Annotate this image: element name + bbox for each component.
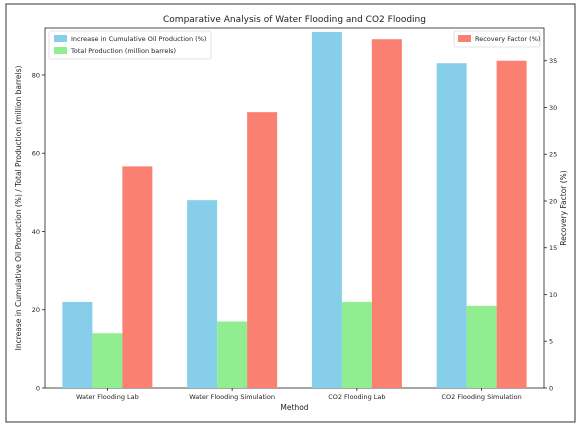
right-tick-label: 0: [549, 384, 553, 392]
right-tick-label: 25: [549, 151, 557, 159]
left-tick-label: 40: [32, 228, 40, 236]
bar-2-3: [341, 301, 372, 388]
right-axis-ticks: 0 5 10 15 20 25 30 35: [544, 57, 557, 392]
legend-right: Recovery Factor (%): [453, 30, 541, 48]
left-tick-label: 20: [32, 306, 40, 314]
bar-2-2: [217, 321, 248, 388]
left-tick-label: 60: [32, 150, 40, 158]
x-axis-ticks: Water Flooding Lab Water Flooding Simulat…: [76, 388, 522, 401]
legend-left-box: [48, 30, 212, 60]
plot-area: [44, 27, 545, 389]
legend-label: Recovery Factor (%): [475, 35, 540, 43]
right-tick-label: 20: [549, 197, 557, 205]
bar-2-4: [466, 305, 497, 388]
bar-1-4: [436, 63, 467, 388]
bar-3-2: [247, 112, 278, 388]
x-tick-label: Water Flooding Lab: [76, 393, 139, 401]
bar-3-4: [496, 60, 527, 389]
bar-1-1: [62, 301, 93, 388]
right-tick-label: 35: [549, 57, 557, 65]
legend-swatch: [458, 35, 471, 42]
x-axis-label: Method: [280, 403, 308, 412]
legend-label: Total Production (million barrels): [70, 47, 176, 55]
bars: [62, 31, 527, 389]
right-tick-label: 10: [549, 291, 557, 299]
chart-title: Comparative Analysis of Water Flooding a…: [163, 15, 426, 25]
right-tick-label: 30: [549, 104, 557, 112]
x-tick-label: CO2 Flooding Simulation: [442, 393, 522, 401]
legend-label: Increase in Cumulative Oil Production (%…: [71, 35, 206, 43]
bar-2-1: [92, 333, 123, 388]
legend-swatch: [54, 47, 67, 54]
bar-3-1: [122, 166, 153, 388]
x-tick-label: CO2 Flooding Lab: [328, 393, 385, 401]
right-tick-label: 5: [549, 338, 553, 346]
left-tick-label: 80: [32, 71, 40, 79]
right-y-axis-label: Recovery Factor (%): [559, 170, 568, 246]
right-tick-label: 15: [549, 244, 557, 252]
left-axis-ticks: 0 20 40 60 80: [32, 71, 45, 392]
legend-swatch: [54, 35, 67, 42]
x-tick-label: Water Flooding Simulation: [189, 393, 275, 401]
left-tick-label: 0: [36, 384, 40, 392]
bar-1-3: [311, 31, 342, 388]
bar-3-3: [371, 39, 402, 389]
legend-left: Increase in Cumulative Oil Production (%…: [48, 30, 212, 60]
bar-1-2: [187, 200, 218, 388]
legend-right-box: [453, 30, 541, 48]
figure-border: [5, 3, 576, 423]
left-y-axis-label: Increase in Cumulative Oil Production (%…: [14, 66, 23, 351]
